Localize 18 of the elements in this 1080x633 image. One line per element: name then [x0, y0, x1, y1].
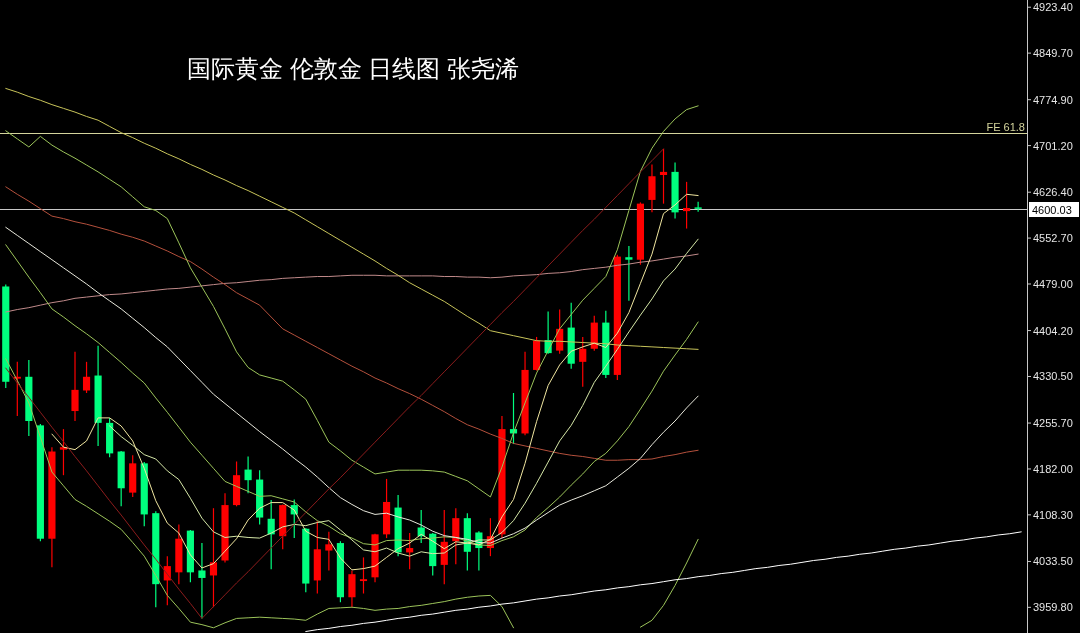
ref-line-label: 4600.03 [1032, 203, 1072, 216]
y-tick-label: 4182.00 [1033, 462, 1073, 475]
ref-line-label: FE 61.8 [986, 120, 1025, 133]
y-tick-label: 3959.80 [1033, 601, 1073, 614]
y-tick-label: 4330.50 [1033, 370, 1073, 383]
y-tick-label: 4701.20 [1033, 139, 1073, 152]
price-label: 4600.03 [1029, 202, 1079, 217]
y-tick-label: 4033.50 [1033, 555, 1073, 568]
y-tick-label: 4849.70 [1033, 47, 1073, 60]
y-tick-label: 4923.40 [1033, 1, 1073, 14]
y-tick-label: 4774.90 [1033, 93, 1073, 106]
title: 国际黄金 伦敦金 日线图 张尧浠 [187, 56, 519, 82]
y-tick-label: 4479.00 [1033, 278, 1073, 290]
y-tick-label: 4552.70 [1033, 232, 1073, 245]
y-tick-label: 4255.70 [1033, 417, 1073, 430]
y-tick-label: 4404.20 [1033, 324, 1073, 337]
y-tick-label: 4626.40 [1033, 186, 1073, 199]
y-tick-label: 4108.30 [1033, 508, 1073, 521]
